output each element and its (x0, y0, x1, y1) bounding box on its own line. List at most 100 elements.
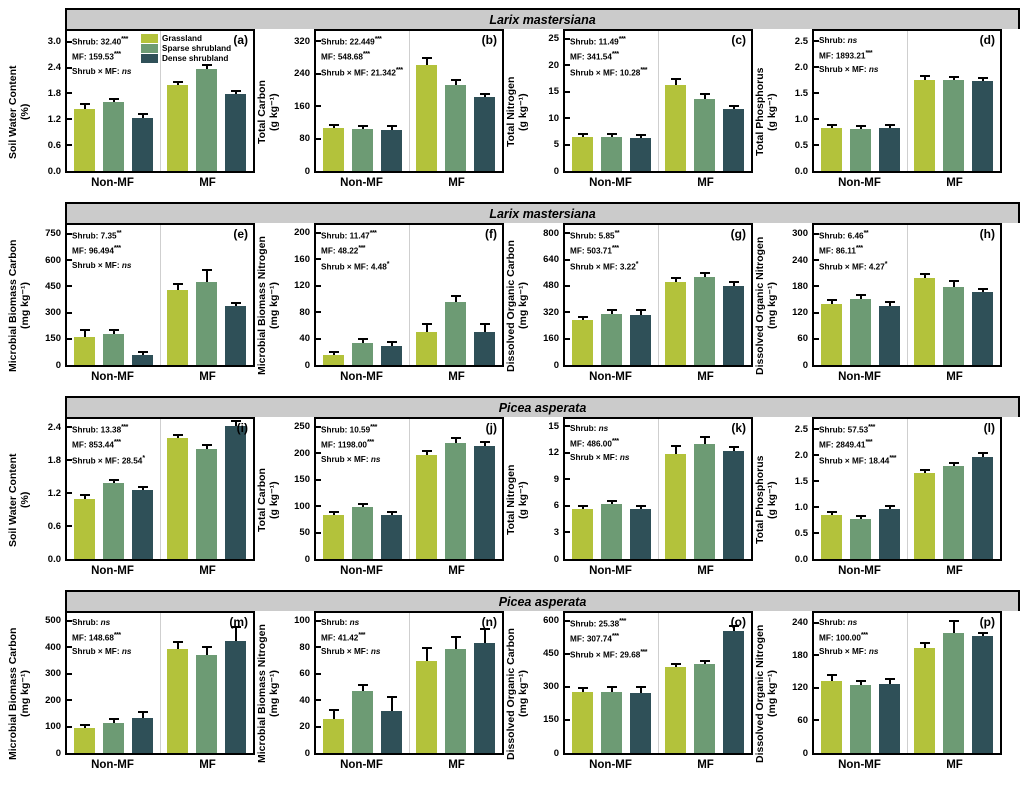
stat-label: MF (570, 439, 582, 449)
panel-letter: (i) (236, 421, 248, 435)
plot-box: Shrub: 7.35** MF: 96.494*** Shrub × MF: ns… (65, 223, 255, 367)
bar-sparse-shrubland (850, 125, 871, 171)
plot-box: Shrub: 11.49*** MF: 341.54*** Shrub × MF: … (563, 29, 753, 173)
y-axis-unit: (mg kg⁻¹) (267, 282, 280, 330)
chart-panel-o: Dissolved Organic Carbon (mg kg⁻¹) 0 150 300… (505, 611, 753, 777)
y-tick-mark (67, 40, 72, 43)
y-tick-label: 3 (553, 526, 559, 538)
bar-group-mf (658, 31, 751, 171)
y-tick-label: 40 (299, 332, 310, 344)
x-axis-labels: Non-MF MF (812, 561, 1002, 583)
stat-significance: *** (121, 36, 128, 43)
stat-significance: *** (860, 631, 868, 639)
y-tick-label: 450 (45, 280, 61, 292)
y-tick-mark (814, 40, 819, 43)
bar-group-non-mf (565, 31, 658, 171)
bar-grassland (323, 351, 344, 365)
y-tick-mark (67, 337, 72, 340)
y-axis-unit: (g kg⁻¹) (267, 481, 280, 519)
bar-group-non-mf (67, 613, 160, 753)
error-bar (577, 315, 588, 321)
panel-letter: (c) (731, 33, 746, 47)
stat-value: ns (100, 618, 111, 627)
stat-label: Shrub (570, 619, 594, 629)
y-axis-label: Dissolved Organic Nitrogen (mg kg⁻¹) (754, 611, 779, 777)
category-label-mf: MF (697, 371, 714, 383)
stat-value: 11.47 (349, 231, 370, 241)
stat-significance: *** (640, 66, 648, 74)
y-tick-label: 120 (792, 682, 808, 694)
stat-value: 1198.00 (337, 441, 367, 450)
stat-line: Shrub: ns (570, 424, 609, 433)
y-tick-label: 0 (553, 359, 559, 371)
stats-annotation: Shrub: 22.449*** MF: 548.68*** Shrub × MF:… (321, 34, 403, 80)
y-axis-unit: (g kg⁻¹) (516, 93, 529, 131)
bar-dense-shrubland (474, 92, 495, 171)
plot-box: Shrub: 5.85** MF: 503.71*** Shrub × MF: 3.… (563, 223, 753, 367)
y-tick-mark (565, 337, 570, 340)
stat-label: MF (570, 635, 582, 644)
bar-dense-shrubland (723, 105, 744, 171)
stat-line: Shrub: ns (819, 36, 858, 45)
y-axis-unit: (mg kg⁻¹) (765, 282, 778, 330)
bar-sparse-shrubland (943, 461, 964, 559)
plot-area: Shrub: ns MF: 1893.21*** Shrub × MF: ns (d)… (812, 29, 1002, 195)
y-tick-label: 0.0 (47, 553, 61, 565)
y-tick-label: 5 (553, 138, 559, 150)
legend-swatch-dense-shrubland (141, 54, 158, 63)
y-tick-label: 80 (299, 641, 310, 653)
error-bar (137, 351, 148, 356)
y-tick-label: 0 (55, 747, 61, 759)
stats-annotation: Shrub: 11.47*** MF: 48.22*** Shrub × MF: 4… (321, 228, 390, 274)
bar-sparse-shrubland (943, 619, 964, 753)
row-panels: Microbial Biomass Carbon (mg kg⁻¹) 0 150 300… (7, 223, 1020, 389)
y-tick-mark (814, 285, 819, 288)
category-label-mf: MF (697, 565, 714, 577)
y-tick-labels: 0 160 320 480 640 800 (530, 223, 563, 371)
error-bar (884, 124, 895, 129)
y-tick-label: 60 (299, 668, 310, 680)
x-axis-labels: Non-MF MF (314, 561, 504, 583)
y-tick-mark (67, 92, 72, 95)
group-divider (658, 613, 659, 753)
bar-dense-shrubland (879, 124, 900, 171)
bar-sparse-shrubland (694, 272, 715, 365)
stat-line: Shrub × MF: ns (72, 260, 132, 270)
plot-box: Shrub: ns MF: 148.68*** Shrub × MF: ns (m) (65, 611, 255, 755)
stat-value: 5.85 (598, 231, 615, 241)
y-axis-title: Total Phosphorus (754, 67, 766, 157)
error-bar (386, 125, 397, 131)
bar-dense-shrubland (132, 351, 153, 365)
bar-dense-shrubland (474, 322, 495, 365)
category-label-mf: MF (946, 371, 963, 383)
plot-area: Shrub: 32.40*** MF: 159.53*** Shrub × MF: … (65, 29, 255, 195)
bar-group-mf (409, 225, 502, 365)
plot-area: Shrub: ns MF: 41.42*** Shrub × MF: ns (n) No… (314, 611, 504, 777)
y-tick-label: 450 (543, 648, 559, 660)
stat-value: 853.44 (88, 441, 114, 450)
plot-area: Shrub: 5.85** MF: 503.71*** Shrub × MF: 3.… (563, 223, 753, 389)
plot-area: Shrub: 11.49*** MF: 341.54*** Shrub × MF: … (563, 29, 753, 195)
error-bar (670, 77, 681, 86)
plot-area: Shrub: 7.35** MF: 96.494*** Shrub × MF: ns… (65, 223, 255, 389)
error-bar (450, 636, 461, 649)
stat-line: Shrub × MF: 4.48* (321, 260, 390, 272)
bar-dense-shrubland (630, 133, 651, 171)
bar-dense-shrubland (723, 281, 744, 365)
error-bar (357, 683, 368, 692)
stats-annotation: Shrub: ns MF: 1893.21*** Shrub × MF: ns (819, 34, 878, 76)
row-title-strip: Picea asperata (65, 396, 1020, 417)
stat-value: 41.42 (337, 633, 359, 643)
y-tick-label: 0 (304, 165, 310, 177)
bar-sparse-shrubland (445, 294, 466, 365)
y-tick-label: 12 (548, 446, 559, 458)
y-tick-labels: 0 100 200 300 400 500 (32, 611, 65, 759)
stat-label: Shrub (570, 231, 594, 241)
stats-annotation: Shrub: 13.38*** MF: 853.44*** Shrub × MF: … (72, 422, 145, 468)
bar-group-mf (409, 419, 502, 559)
row-panels: Soil Water Content (%) 0.0 0.6 1.2 1.8 2.4 Shru… (7, 417, 1020, 583)
error-bar (977, 287, 988, 292)
panel-letter: (d) (979, 33, 995, 47)
category-label-mf: MF (199, 177, 216, 189)
bar-sparse-shrubland (445, 636, 466, 753)
